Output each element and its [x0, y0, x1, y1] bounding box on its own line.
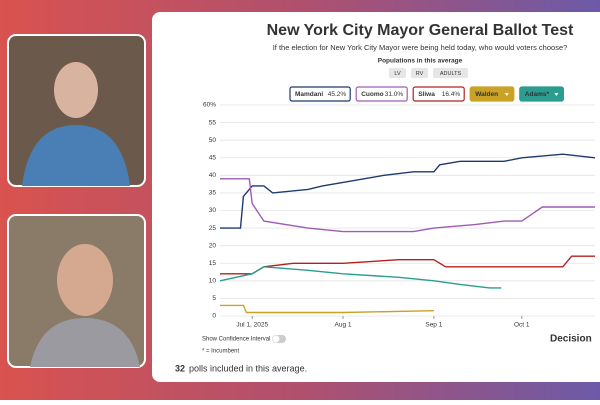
y-tick-label: 5 [212, 295, 216, 302]
population-button[interactable] [389, 68, 406, 78]
population-label: LV [394, 71, 401, 77]
y-tick-label: 30 [209, 207, 217, 214]
face [54, 62, 98, 118]
population-label: ADULTS [440, 71, 462, 77]
y-tick-label: 60% [203, 102, 216, 109]
x-tick-label: Aug 1 [335, 322, 352, 329]
face [57, 244, 113, 316]
legend-item[interactable] [355, 86, 408, 102]
legend-name: Sliwa [418, 91, 435, 98]
brand: Decision [550, 334, 592, 345]
y-tick-label: 45 [209, 154, 217, 161]
populations-heading: Populations in this average [378, 58, 463, 65]
legend-item[interactable] [519, 86, 564, 102]
legend-name: Mamdani [295, 91, 323, 98]
x-tick-label: Jul 1, 2025 [236, 322, 268, 329]
chart-title: New York City Mayor General Ballot Test [267, 22, 574, 39]
polls-count: 32 [175, 363, 185, 373]
chart-panel [152, 12, 600, 382]
series-line [220, 304, 434, 314]
series-line [219, 266, 502, 289]
y-tick-label: 40 [209, 172, 217, 179]
x-tick-label: Sep 1 [425, 322, 442, 329]
legend-item[interactable] [412, 86, 465, 102]
legend-item[interactable] [469, 86, 515, 102]
legend-value: 16.4% [442, 91, 461, 98]
y-tick-label: 35 [209, 190, 217, 197]
legend-value: 45.2% [328, 91, 347, 98]
polls-text: polls included in this average. [189, 363, 307, 373]
y-tick-label: 15 [209, 260, 217, 267]
population-label: RV [416, 71, 424, 77]
confidence-toggle-label[interactable]: Show Confidence Interval [202, 337, 270, 343]
population-button[interactable] [411, 68, 428, 78]
legend-name: Cuomo [361, 91, 383, 98]
dropdown-arrow [554, 93, 559, 96]
shirt [22, 125, 130, 186]
y-tick-label: 10 [209, 278, 217, 285]
legend-name: Adams* [525, 91, 550, 98]
legend-name: Walden [475, 91, 498, 98]
shirt [30, 318, 140, 367]
y-tick-label: 50 [209, 137, 217, 144]
series-line [220, 178, 595, 233]
y-tick-label: 25 [209, 225, 217, 232]
legend-item[interactable] [289, 86, 351, 102]
population-button[interactable] [433, 68, 468, 78]
footnote: * = Incumbent [202, 349, 240, 355]
dropdown-arrow [504, 93, 509, 96]
y-tick-label: 55 [209, 119, 217, 126]
y-tick-label: 0 [212, 313, 216, 320]
legend-value: 31.0% [385, 91, 404, 98]
x-tick-label: Oct 1 [514, 322, 530, 329]
y-tick-label: 20 [209, 242, 217, 249]
chart-subtitle: If the election for New York City Mayor … [273, 43, 568, 52]
toggle-knob [272, 335, 280, 343]
